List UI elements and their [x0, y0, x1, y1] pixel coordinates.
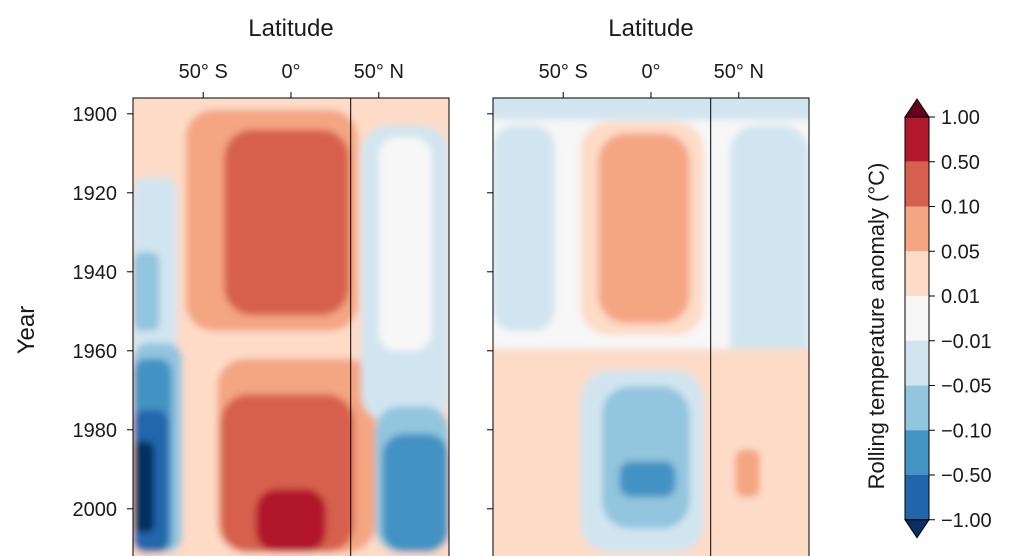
- colorbar-tick-label: −0.05: [941, 376, 992, 398]
- colorbar-bin-pos_1: [905, 206, 929, 252]
- y-tick-label: 1980: [73, 420, 118, 442]
- colorbar-bin-pos_0: [905, 251, 929, 296]
- y-tick-label: 1920: [73, 183, 118, 205]
- heatmap-region-pos_2: [224, 129, 349, 316]
- right-heatmap-field: [493, 98, 809, 556]
- y-tick-label: 1900: [73, 104, 118, 126]
- colorbar: 1.00 0.50 0.10 0.05 0.01 −0.01 −0.05 −0.10 −0.50…: [904, 98, 992, 539]
- heatmap-region-neg_0: [493, 125, 555, 332]
- colorbar-tick-label: 1.00: [941, 107, 980, 129]
- colorbar-tick-label: −1.00: [941, 510, 992, 532]
- colorbar-bin-neg_3: [905, 475, 929, 520]
- right-panel-frame: [492, 97, 810, 556]
- right-x-axis-title: Latitude: [608, 15, 693, 42]
- colorbar-bin-pos_2: [905, 161, 929, 207]
- left-y-tick-labels: 1900 1920 1940 1960 1980 2000: [73, 104, 133, 521]
- colorbar-tick-label: 0.10: [941, 197, 980, 219]
- colorbar-tick-label: −0.10: [941, 420, 992, 442]
- heatmap-region-neg_1: [601, 386, 690, 529]
- left-x-axis-title: Latitude: [248, 15, 333, 42]
- colorbar-bin-neg_1: [905, 385, 929, 431]
- heatmap-region-pos_0: [545, 441, 567, 493]
- right-y-ticks: [487, 113, 493, 510]
- heatmap-region-neg_2: [619, 461, 676, 497]
- y-axis-title: Year: [13, 306, 40, 355]
- colorbar-bin-neg_2: [905, 430, 929, 475]
- x-tick-label: 0°: [281, 61, 300, 83]
- heatmap-region-pos_1: [735, 449, 760, 497]
- left-panel-frame: [132, 97, 450, 556]
- colorbar-tick-label: −0.50: [941, 465, 992, 487]
- x-tick-label: 50° N: [354, 61, 404, 83]
- left-x-tick-labels: 50° S 0° 50° N: [179, 61, 404, 98]
- heatmap-region-neg_1: [133, 252, 160, 332]
- colorbar-bin-pos_3: [905, 117, 929, 162]
- y-tick-label: 1960: [73, 341, 118, 363]
- heatmap-region-under: [133, 441, 155, 533]
- left-heatmap-panel: Latitude 50° S 0° 50° N 190019201940196019…: [73, 15, 450, 556]
- colorbar-tick-label: 0.50: [941, 152, 980, 174]
- y-tick-label: 1940: [73, 262, 118, 284]
- colorbar-bin-neg_0: [905, 340, 929, 386]
- colorbar-extend-bottom: [904, 519, 930, 539]
- colorbar-tick-label: 0.01: [941, 286, 980, 308]
- x-tick-label: 50° N: [714, 61, 764, 83]
- heatmap-region-pos_1: [598, 133, 690, 324]
- x-tick-label: 50° S: [539, 61, 588, 83]
- y-tick-label: 2000: [73, 499, 118, 521]
- colorbar-bin-neutral: [905, 296, 929, 341]
- colorbar-tick-label: 0.05: [941, 241, 980, 263]
- heatmap-region-neutral: [378, 137, 432, 351]
- heatmap-region-neg_2: [382, 433, 449, 553]
- heatmap-region-neg_0: [730, 125, 809, 411]
- colorbar-tick-label: −0.01: [941, 331, 992, 353]
- x-tick-label: 50° S: [179, 61, 228, 83]
- right-heatmap-panel: Latitude 50° S 0° 50° N: [487, 15, 810, 556]
- colorbar-label: Rolling temperature anomaly (°C): [864, 163, 889, 490]
- left-heatmap-field: [133, 98, 449, 556]
- right-x-tick-labels: 50° S 0° 50° N: [539, 61, 764, 98]
- heatmap-region-neg_0: [493, 98, 809, 120]
- x-tick-label: 0°: [641, 61, 660, 83]
- colorbar-extend-top: [904, 98, 930, 118]
- colorbar-frame: [904, 116, 930, 521]
- heatmap-region-pos_3: [255, 489, 327, 553]
